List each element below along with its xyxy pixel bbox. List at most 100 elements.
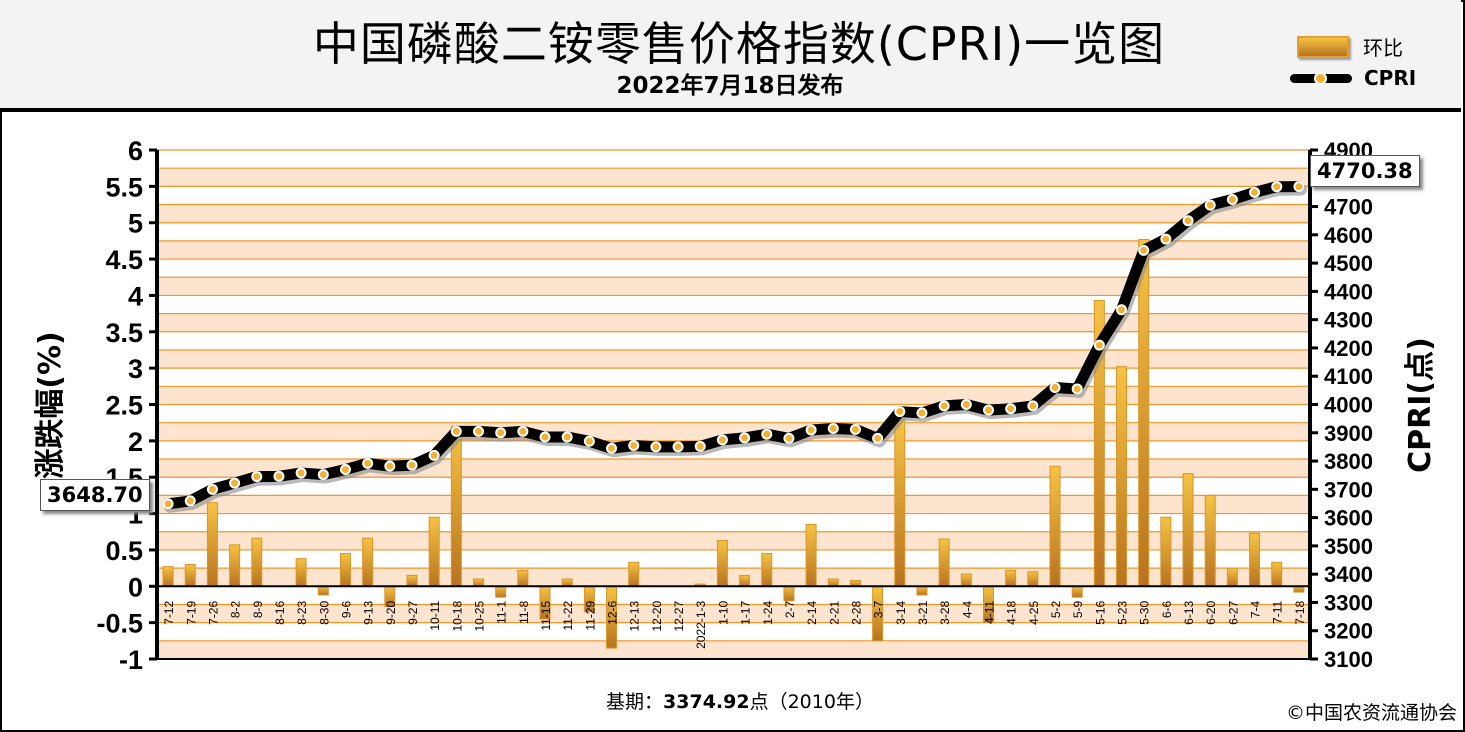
cpri-point-2-14 bbox=[805, 424, 817, 436]
bar-6-20 bbox=[1204, 494, 1216, 587]
plot-band bbox=[157, 186, 1310, 205]
cpri-point-4-25 bbox=[1027, 400, 1039, 412]
category-label: 4-11 bbox=[982, 601, 996, 624]
plot-band bbox=[157, 277, 1310, 296]
cpri-point-10-25 bbox=[473, 425, 485, 437]
category-label: 2022-1-3 bbox=[694, 601, 708, 649]
bar-3-28 bbox=[938, 538, 950, 587]
first-value-callout: 3648.70 bbox=[40, 479, 150, 511]
cpri-point-4-18 bbox=[1005, 403, 1017, 415]
cpri-point-7-11 bbox=[1271, 181, 1283, 193]
category-label: 8-9 bbox=[251, 601, 265, 619]
cpri-point-5-2 bbox=[1049, 382, 1061, 394]
right-tick-label: 4300 bbox=[1324, 308, 1373, 333]
plot-band bbox=[157, 513, 1310, 532]
bar-9-27 bbox=[406, 574, 418, 587]
category-label: 6-6 bbox=[1160, 601, 1174, 619]
right-tick-label: 3300 bbox=[1324, 590, 1373, 615]
cpri-point-4-4 bbox=[960, 399, 972, 410]
right-tick-label: 3800 bbox=[1324, 449, 1373, 474]
cpri-point-1-24 bbox=[761, 428, 773, 440]
left-tick-label: 4.5 bbox=[105, 245, 143, 275]
category-label: 9-13 bbox=[362, 601, 376, 625]
cpri-point-2-7 bbox=[783, 432, 795, 444]
plot-band bbox=[157, 259, 1310, 278]
category-label: 7-4 bbox=[1249, 601, 1263, 619]
cpri-point-3-21 bbox=[916, 407, 928, 419]
bar-8-23 bbox=[295, 558, 307, 587]
bar-11-1 bbox=[495, 585, 507, 598]
bar-5-2 bbox=[1049, 465, 1061, 587]
category-label: 11-8 bbox=[517, 601, 531, 624]
cpri-point-5-9 bbox=[1071, 383, 1083, 395]
legend-bar-swatch bbox=[1297, 35, 1349, 58]
left-tick-label: 5 bbox=[128, 209, 143, 239]
cpri-point-6-13 bbox=[1182, 215, 1194, 227]
category-label: 7-26 bbox=[206, 601, 220, 625]
category-label: 5-2 bbox=[1049, 601, 1063, 619]
category-label: 2-14 bbox=[805, 601, 819, 625]
category-label: 10-18 bbox=[450, 601, 464, 632]
bar-6-6 bbox=[1160, 516, 1172, 587]
right-tick-label: 3500 bbox=[1324, 534, 1373, 559]
left-tick-label: 3.5 bbox=[105, 318, 143, 348]
plot-band bbox=[157, 313, 1310, 332]
bar-9-6 bbox=[339, 553, 351, 587]
bar-2-21 bbox=[827, 578, 839, 587]
category-label: 8-16 bbox=[273, 601, 287, 625]
cpri-point-3-28 bbox=[938, 400, 950, 412]
plot-band bbox=[157, 549, 1310, 569]
bar-1-10 bbox=[716, 539, 728, 587]
base-period-note: 基期：3374.92点（2010年） bbox=[0, 687, 1465, 714]
legend-line-label: CPRI bbox=[1364, 66, 1417, 90]
cpri-point-7-12 bbox=[162, 498, 174, 510]
plot-band bbox=[157, 404, 1310, 423]
legend-line-entry: CPRI bbox=[1290, 66, 1416, 90]
plot-band bbox=[157, 240, 1310, 260]
category-label: 7-18 bbox=[1293, 601, 1307, 625]
right-tick-label: 3600 bbox=[1324, 506, 1373, 531]
cpri-point-8-23 bbox=[295, 467, 307, 479]
cpri-point-2-28 bbox=[849, 423, 861, 435]
right-tick-label: 4200 bbox=[1324, 336, 1373, 361]
plot-band bbox=[157, 295, 1310, 314]
category-label: 8-30 bbox=[317, 601, 331, 625]
category-label: 1-24 bbox=[761, 601, 775, 625]
right-axis-title: CPRI(点) bbox=[1403, 337, 1438, 473]
category-label: 1-17 bbox=[739, 601, 753, 625]
cpri-point-5-23 bbox=[1116, 304, 1128, 316]
bar-4-25 bbox=[1027, 571, 1039, 587]
plot-band bbox=[157, 531, 1310, 550]
right-tick-label: 3200 bbox=[1324, 619, 1373, 644]
category-label: 8-23 bbox=[295, 601, 309, 625]
cpri-point-2022-1-3 bbox=[694, 440, 706, 452]
cpri-line bbox=[162, 181, 1305, 510]
left-tick-label: -0.5 bbox=[96, 609, 143, 639]
base-prefix: 基期： bbox=[606, 691, 664, 713]
bar-2-14 bbox=[805, 523, 817, 587]
last-value-callout: 4770.38 bbox=[1310, 155, 1420, 187]
cpri-point-9-20 bbox=[384, 460, 396, 472]
cpri-point-7-4 bbox=[1249, 186, 1261, 198]
plot-band bbox=[157, 368, 1310, 387]
left-tick-label: -1 bbox=[119, 645, 143, 675]
right-tick-label: 4700 bbox=[1324, 195, 1373, 220]
category-label: 7-11 bbox=[1271, 601, 1285, 624]
bar-3-14 bbox=[894, 418, 906, 587]
left-tick-label: 4 bbox=[128, 281, 143, 311]
cpri-point-11-8 bbox=[517, 425, 529, 437]
bar-7-19 bbox=[184, 563, 196, 587]
left-axis-title: 涨跌幅(%) bbox=[33, 331, 68, 478]
category-label: 9-27 bbox=[406, 601, 420, 625]
cpri-point-7-26 bbox=[206, 483, 218, 495]
bar-2-7 bbox=[783, 585, 795, 602]
right-tick-label: 3900 bbox=[1324, 421, 1373, 446]
category-label: 5-16 bbox=[1093, 601, 1107, 625]
bar-10-25 bbox=[473, 578, 484, 587]
category-label: 4-25 bbox=[1027, 601, 1041, 625]
category-label: 9-20 bbox=[384, 601, 398, 625]
bar-6-27 bbox=[1226, 567, 1238, 587]
cpri-point-6-20 bbox=[1204, 199, 1216, 211]
bar-7-12 bbox=[162, 566, 174, 587]
category-label: 5-23 bbox=[1116, 601, 1130, 625]
